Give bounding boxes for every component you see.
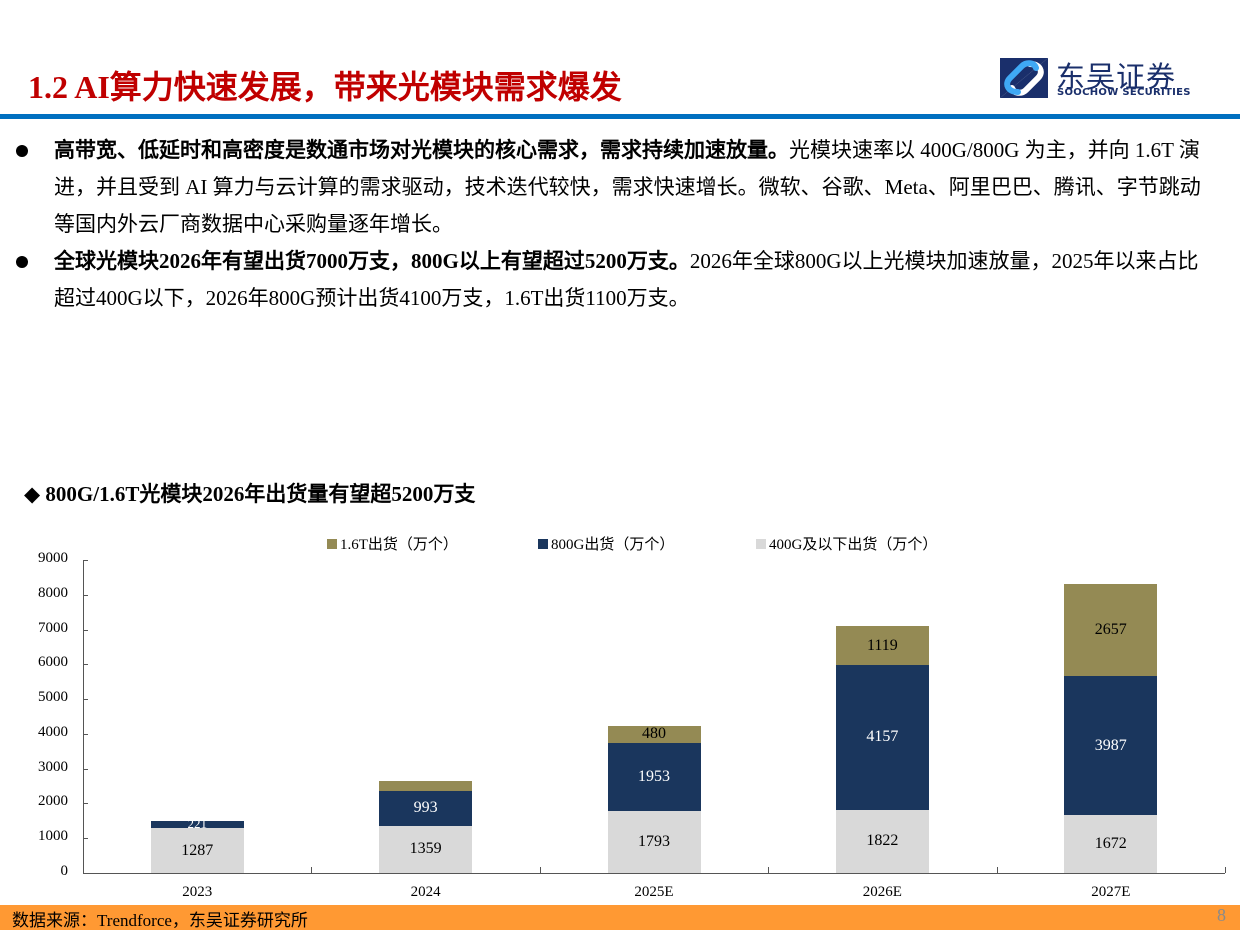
legend-swatch-icon (756, 538, 766, 549)
x-tick-label: 2025E (634, 884, 674, 900)
x-tick-mark (996, 867, 998, 873)
chart-title: ◆ 800G/1.6T光模块2026年出货量有望超5200万支 (24, 482, 476, 506)
bullet-text: 光模块速率以 400G/800G 为主，并向 1.6T 演进，并且受到 AI 算… (54, 138, 1201, 236)
bar-segment: 993 (379, 791, 473, 826)
page-title: 1.2 AI算力快速发展，带来光模块需求爆发 (28, 69, 622, 105)
y-tick-label: 3000 (38, 758, 68, 775)
bar-segment: 1359 (379, 825, 473, 873)
y-tick-mark (83, 699, 88, 701)
bar-segment: 1953 (607, 742, 701, 811)
y-tick-label: 5000 (38, 689, 68, 706)
x-tick-mark (768, 867, 770, 873)
bullet-dot-icon (16, 145, 28, 157)
y-tick-label: 2000 (38, 793, 68, 810)
y-tick-mark (83, 768, 88, 770)
legend-label: 400G及以下出货（万个） (769, 537, 938, 553)
x-tick-mark (1225, 867, 1226, 873)
y-tick-label: 0 (60, 863, 69, 879)
soochow-logo-icon (1000, 58, 1048, 98)
x-tick-mark (311, 867, 313, 873)
y-tick-label: 8000 (38, 584, 68, 601)
legend-item-800g: 800G出货（万个） (538, 533, 674, 554)
y-tick-mark (83, 594, 88, 596)
y-axis (83, 560, 84, 873)
legend-label: 800G出货（万个） (551, 537, 675, 553)
y-tick-mark (83, 803, 88, 805)
bar-segment: 1119 (835, 626, 929, 666)
bar-segment: 480 (607, 725, 701, 743)
bullet-text: 2026年全球800G以上光模块加速放量，2025年以来占比超过400G以下，2… (54, 249, 1199, 310)
data-source: 数据来源：Trendforce，东吴证券研究所 (12, 911, 308, 930)
x-tick-mark (539, 867, 541, 873)
y-tick-label: 4000 (38, 723, 68, 740)
page-number: 8 (1217, 905, 1226, 925)
y-tick-label: 6000 (38, 654, 68, 671)
bar-segment: 1793 (607, 810, 701, 873)
bar-segment (379, 780, 473, 792)
legend-label: 1.6T出货（万个） (340, 537, 458, 553)
y-tick-label: 1000 (38, 828, 68, 845)
bullet-bold-text: 全球光模块2026年有望出货7000万支，800G以上有望超过5200万支。 (54, 249, 690, 273)
bullet-dot-icon (16, 256, 28, 268)
y-tick-mark (83, 560, 88, 561)
bar-segment: 1287 (150, 828, 244, 873)
legend-swatch-icon (327, 538, 337, 549)
x-axis (83, 873, 1225, 874)
y-tick-label: 7000 (38, 619, 68, 636)
bar-segment: 4157 (835, 665, 929, 810)
legend-item-1-6t: 1.6T出货（万个） (327, 533, 458, 554)
logo-cn-text: 东吴证券 (1056, 60, 1177, 94)
x-tick-label: 2023 (182, 884, 213, 900)
company-logo: 东吴证券 SOOCHOW SECURITIES (1000, 56, 1191, 100)
bar-segment: 2657 (1064, 583, 1158, 677)
bar-segment: 221 (150, 816, 244, 831)
y-tick-mark (83, 733, 88, 735)
x-tick-label: 2026E (862, 884, 902, 900)
bullet-bold-text: 高带宽、低延时和高密度是数通市场对光模块的核心需求，需求持续加速放量。 (54, 138, 789, 162)
logo-en-text: SOOCHOW SECURITIES (1057, 87, 1191, 98)
bar-segment: 1822 (835, 809, 929, 873)
bullet-list: 高带宽、低延时和高密度是数通市场对光模块的核心需求，需求持续加速放量。光模块速率… (0, 132, 1240, 317)
bullet-item: 全球光模块2026年有望出货7000万支，800G以上有望超过5200万支。20… (0, 243, 1240, 317)
bar-segment: 3987 (1064, 676, 1158, 815)
footer-bar: 数据来源：Trendforce，东吴证券研究所 8 (0, 905, 1240, 930)
y-tick-mark (83, 838, 88, 840)
legend-swatch-icon (538, 538, 548, 549)
y-tick-mark (83, 664, 88, 666)
legend-item-400g: 400G及以下出货（万个） (756, 533, 937, 554)
header-divider (0, 114, 1240, 119)
bullet-item: 高带宽、低延时和高密度是数通市场对光模块的核心需求，需求持续加速放量。光模块速率… (0, 132, 1240, 243)
y-tick-label: 9000 (38, 550, 68, 566)
x-tick-label: 2024 (410, 884, 441, 900)
y-tick-mark (83, 629, 88, 631)
bar-segment: 1672 (1064, 814, 1158, 873)
y-tick-mark (83, 873, 88, 874)
x-tick-label: 2027E (1091, 884, 1131, 900)
